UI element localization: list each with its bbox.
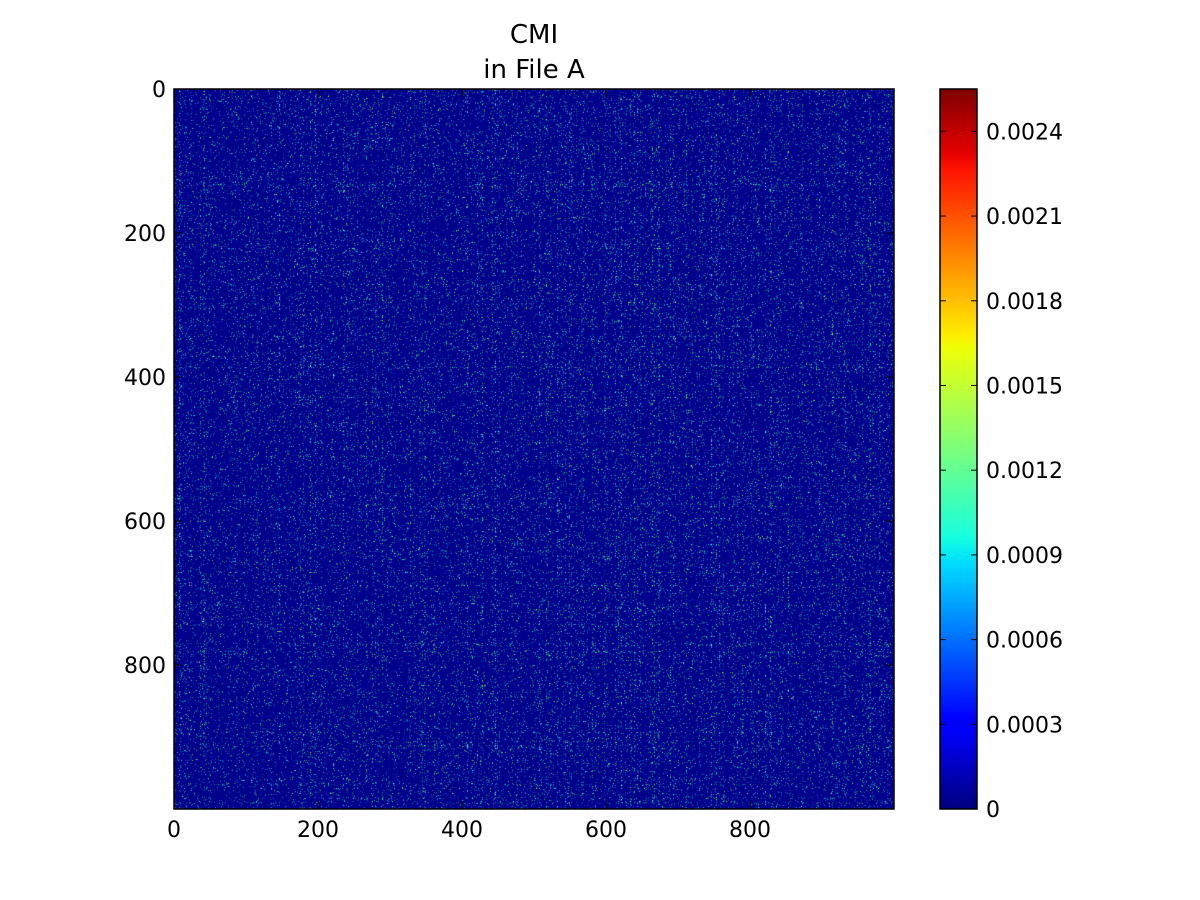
y-tick-label: 800 <box>124 654 166 679</box>
colorbar-tick-label: 0.0009 <box>986 544 1063 569</box>
x-tick-label: 0 <box>167 818 181 843</box>
x-tick-label: 800 <box>729 818 771 843</box>
x-tick-label: 200 <box>297 818 339 843</box>
x-tick-label: 400 <box>441 818 483 843</box>
colorbar-frame <box>939 88 978 810</box>
colorbar-tick-label: 0.0018 <box>986 290 1063 315</box>
heatmap-image <box>174 89 894 809</box>
x-tick-label: 600 <box>585 818 627 843</box>
y-tick-label: 400 <box>124 366 166 391</box>
colorbar-tick-label: 0.0003 <box>986 713 1063 738</box>
colorbar-tick-label: 0.0024 <box>986 120 1063 145</box>
chart-title: CMI <box>509 20 559 50</box>
colorbar-tick-label: 0.0021 <box>986 205 1063 230</box>
colorbar-tick-label: 0 <box>986 798 1000 823</box>
chart-subtitle: in File A <box>483 55 585 85</box>
y-tick-label: 600 <box>124 510 166 535</box>
plot-frame <box>173 88 895 810</box>
colorbar-tick-label: 0.0015 <box>986 374 1063 399</box>
colorbar-tick-label: 0.0012 <box>986 459 1063 484</box>
y-tick-label: 0 <box>152 78 166 103</box>
colorbar-gradient <box>940 89 977 809</box>
y-tick-label: 200 <box>124 222 166 247</box>
colorbar-tick-label: 0.0006 <box>986 629 1063 654</box>
